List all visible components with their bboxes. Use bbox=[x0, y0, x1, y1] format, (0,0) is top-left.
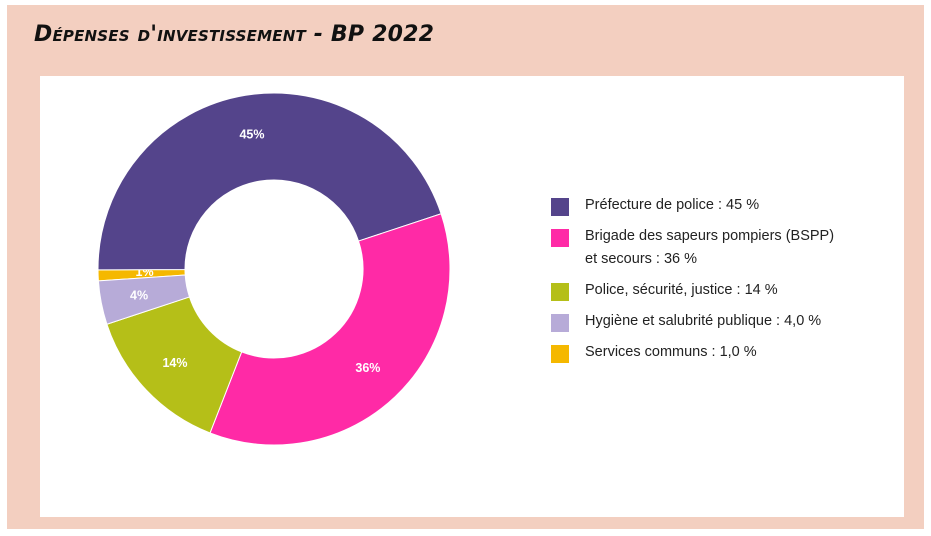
legend-swatch bbox=[551, 229, 569, 247]
slice-label-hygiene-et-salubrite-publique: 4% bbox=[130, 288, 148, 302]
legend-item-services-communs: Services communs : 1,0 % bbox=[551, 341, 896, 364]
legend-label: Services communs : 1,0 % bbox=[585, 344, 757, 360]
slice-label-brigade-des-sapeurs-pompiers-bspp-et-secours: 36% bbox=[355, 361, 380, 375]
slice-police-securite-justice bbox=[106, 296, 243, 434]
slice-hygiene-et-salubrite-publique bbox=[97, 274, 191, 325]
legend-label: Brigade des sapeurs pompiers (BSPP) et s… bbox=[585, 228, 835, 267]
legend-item-hygiene-et-salubrite-publique: Hygiène et salubrité publique : 4,0 % bbox=[551, 310, 896, 333]
legend-swatch bbox=[551, 198, 569, 216]
chart-title: Dépenses d'investissement - BP 2022 bbox=[34, 22, 435, 47]
legend-item-police-securite-justice: Police, sécurité, justice : 14 % bbox=[551, 279, 896, 302]
chart-panel: 1% 45% 36% 14% 4% Préfecture de police : 45 … bbox=[40, 76, 904, 517]
slice-label-police-securite-justice: 14% bbox=[162, 356, 187, 370]
slice-prefecture-de-police bbox=[97, 92, 442, 271]
legend-label: Hygiène et salubrité publique : 4,0 % bbox=[585, 313, 822, 329]
legend-swatch bbox=[551, 345, 569, 363]
legend-label: Police, sécurité, justice : 14 % bbox=[585, 282, 778, 298]
slice-label-prefecture-de-police: 45% bbox=[239, 127, 264, 141]
legend: Préfecture de police : 45 % Brigade des s… bbox=[551, 194, 896, 372]
legend-label: Préfecture de police : 45 % bbox=[585, 197, 760, 213]
legend-item-prefecture-de-police: Préfecture de police : 45 % bbox=[551, 194, 896, 217]
legend-swatch bbox=[551, 283, 569, 301]
legend-swatch bbox=[551, 314, 569, 332]
slice-brigade-des-sapeurs-pompiers-bspp-et-secours bbox=[209, 213, 451, 446]
legend-item-brigade-des-sapeurs-pompiers-bspp-et-secours: Brigade des sapeurs pompiers (BSPP) et s… bbox=[551, 225, 896, 271]
chart-frame: Dépenses d'investissement - BP 2022 1% 45… bbox=[7, 5, 924, 529]
donut-chart: 1%45%36%14%4% bbox=[97, 92, 451, 446]
